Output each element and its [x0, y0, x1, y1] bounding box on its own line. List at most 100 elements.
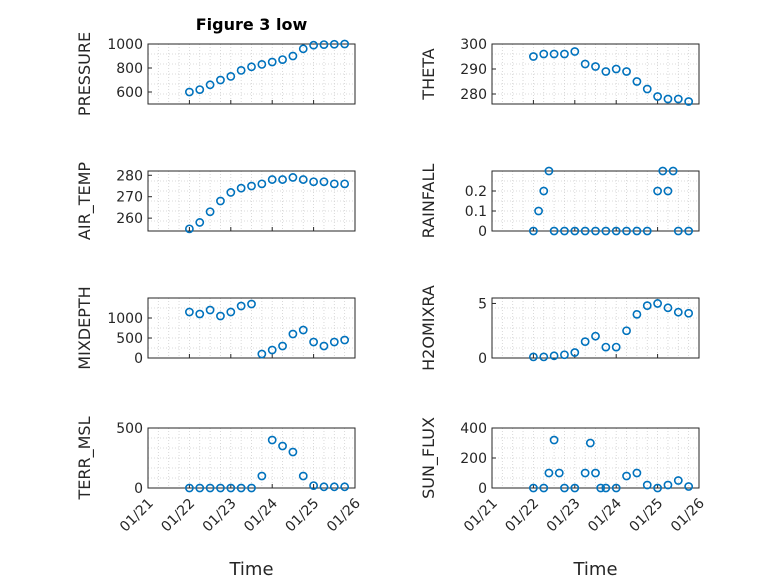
x-tick-label: 01/21: [117, 496, 157, 536]
data-point: [560, 350, 569, 360]
data-point: [591, 226, 600, 236]
data-point: [236, 183, 246, 193]
data-point: [570, 348, 580, 357]
data-point: [226, 72, 236, 81]
data-point: [653, 483, 662, 493]
data-point: [195, 309, 205, 319]
data-point: [309, 481, 318, 490]
y-tick-label: 600: [116, 85, 143, 101]
data-point: [642, 480, 652, 490]
subplot-2: 280 290 300 THETA: [419, 37, 700, 106]
data-point: [529, 352, 538, 362]
data-point: [668, 166, 678, 176]
data-point: [560, 483, 569, 493]
data-point: [319, 40, 329, 49]
data-point: [226, 307, 236, 317]
data-point: [580, 226, 590, 236]
data-point: [673, 94, 683, 104]
data-point: [554, 468, 564, 478]
data-point: [288, 447, 298, 457]
subplot-8: 0 200 400 01/21 01/22 01/23 01/24 01/25 01/26 SUN…: [419, 417, 708, 535]
data-point: [591, 62, 600, 71]
y-tick-label: 0: [478, 224, 487, 240]
data-point: [195, 85, 205, 94]
data-point: [549, 226, 559, 236]
data-point: [632, 77, 642, 86]
data-point: [622, 226, 631, 236]
data-point: [544, 166, 554, 176]
data-point: [684, 308, 694, 318]
data-point: [257, 471, 267, 481]
data-point: [184, 87, 194, 97]
x-tick-label: 01/23: [200, 496, 240, 536]
data-point: [658, 166, 668, 176]
data-point: [257, 179, 267, 189]
y-tick-label: 0: [478, 351, 487, 367]
y-axis-label: TERR_MSL: [75, 416, 95, 500]
y-tick-label: 0: [478, 481, 487, 497]
data-point: [319, 482, 329, 492]
data-point: [539, 49, 549, 59]
data-point: [653, 92, 662, 101]
data-point: [205, 305, 215, 315]
data-point: [684, 482, 694, 491]
y-axis-label: H2OMIXRA: [419, 285, 438, 371]
x-tick-label: 01/25: [283, 496, 323, 536]
data-point: [195, 483, 205, 493]
data-point: [319, 341, 329, 351]
data-point: [278, 341, 287, 351]
data-point: [278, 55, 287, 64]
data-point: [529, 226, 538, 236]
data-point: [684, 226, 694, 236]
figure-title: Figure 3 low: [196, 15, 308, 34]
data-point: [298, 471, 308, 481]
data-point: [663, 303, 673, 313]
data-point: [549, 351, 559, 361]
data-point: [642, 226, 652, 236]
data-point: [195, 218, 205, 227]
data-point: [236, 483, 246, 493]
y-tick-label: 0: [134, 481, 143, 497]
y-tick-label: 290: [460, 62, 487, 78]
data-point: [580, 337, 590, 347]
y-tick-label: 0.2: [465, 184, 487, 200]
y-tick-label: 800: [116, 61, 143, 77]
data-point: [340, 39, 350, 49]
x-tick-label: 01/22: [502, 496, 542, 536]
x-tick-label: 01/24: [585, 495, 625, 535]
y-tick-label: 1000: [107, 37, 143, 53]
y-tick-label: 270: [116, 190, 143, 206]
data-point: [673, 307, 683, 317]
data-point: [529, 52, 538, 61]
data-point: [529, 483, 538, 493]
data-point: [184, 483, 194, 493]
data-point: [340, 335, 350, 345]
data-point: [570, 226, 580, 236]
data-point: [319, 177, 329, 187]
data-point: [622, 471, 631, 481]
subplot-1: 600 800 1000 PRESSURE: [75, 32, 356, 116]
data-point: [611, 483, 621, 493]
y-tick-label: 260: [116, 211, 143, 227]
data-point: [309, 177, 318, 187]
data-point: [611, 226, 621, 236]
data-point: [247, 299, 256, 309]
data-point: [298, 325, 308, 335]
x-tick-label: 01/21: [461, 496, 501, 536]
y-tick-label: 0.1: [465, 204, 487, 220]
data-point: [184, 307, 194, 317]
y-tick-label: 5: [478, 296, 487, 312]
axes-box: [491, 297, 700, 359]
data-point: [632, 226, 642, 236]
data-point: [216, 311, 225, 321]
x-tick-label: 01/24: [241, 495, 281, 535]
data-point: [632, 309, 642, 319]
axes-box: [491, 170, 700, 232]
data-point: [216, 75, 225, 85]
data-point: [247, 483, 256, 493]
data-point: [560, 226, 569, 236]
y-axis-label: PRESSURE: [75, 32, 94, 116]
data-point: [329, 179, 339, 189]
data-point: [544, 468, 554, 478]
data-point: [673, 476, 683, 485]
